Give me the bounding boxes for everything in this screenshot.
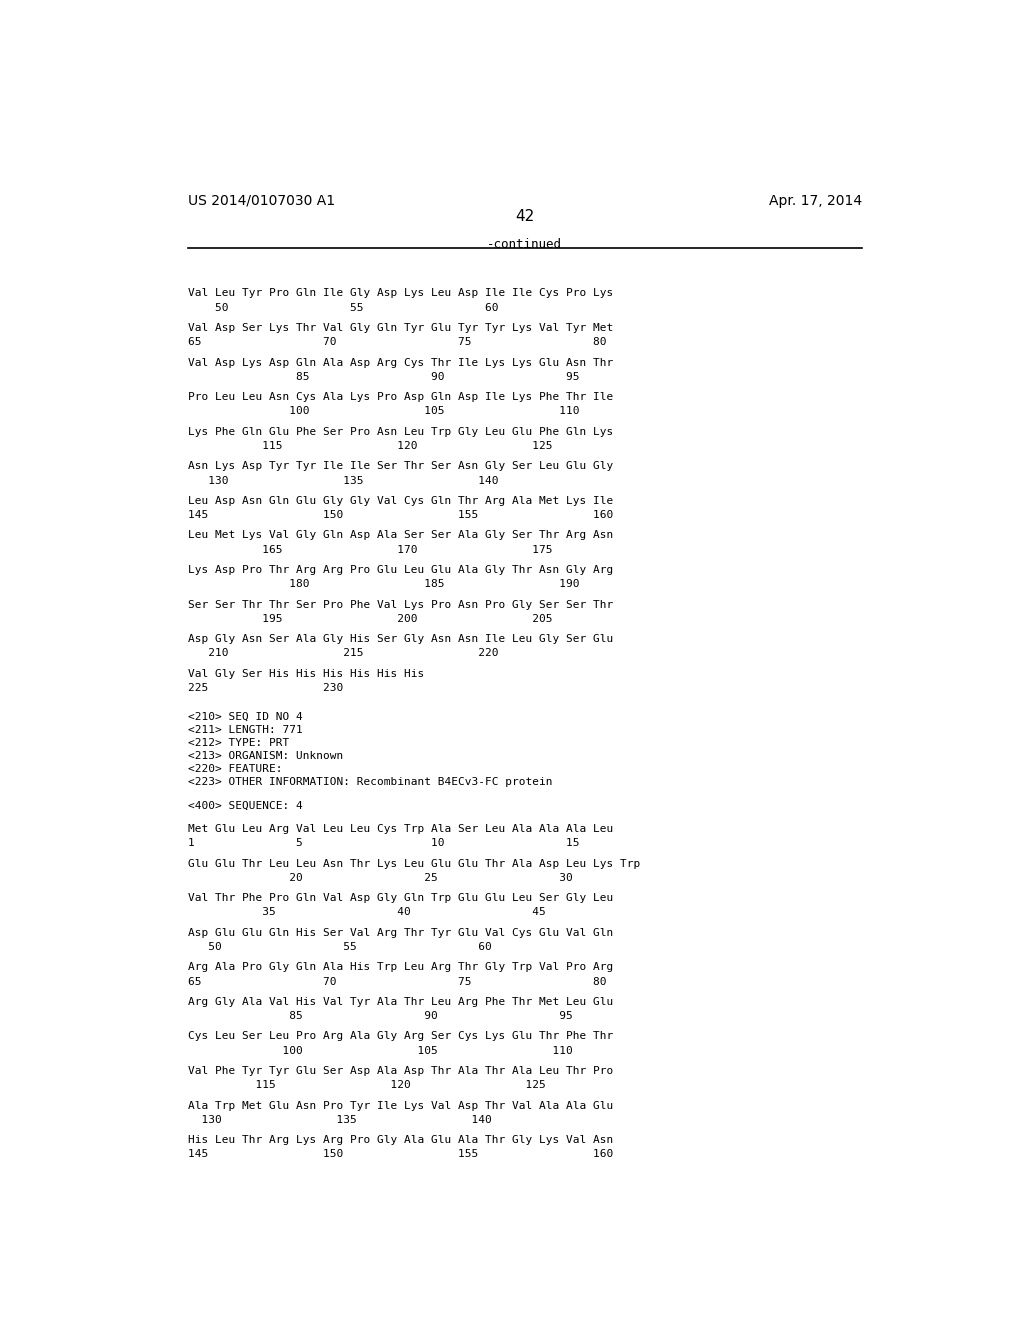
Text: Apr. 17, 2014: Apr. 17, 2014 (769, 194, 862, 209)
Text: Ser Ser Thr Thr Ser Pro Phe Val Lys Pro Asn Pro Gly Ser Ser Thr: Ser Ser Thr Thr Ser Pro Phe Val Lys Pro … (187, 599, 612, 610)
Text: <212> TYPE: PRT: <212> TYPE: PRT (187, 738, 289, 747)
Text: Val Leu Tyr Pro Gln Ile Gly Asp Lys Leu Asp Ile Ile Cys Pro Lys: Val Leu Tyr Pro Gln Ile Gly Asp Lys Leu … (187, 289, 612, 298)
Text: Pro Leu Leu Asn Cys Ala Lys Pro Asp Gln Asp Ile Lys Phe Thr Ile: Pro Leu Leu Asn Cys Ala Lys Pro Asp Gln … (187, 392, 612, 403)
Text: 65                  70                  75                  80: 65 70 75 80 (187, 338, 606, 347)
Text: 42: 42 (515, 210, 535, 224)
Text: 100                 105                 110: 100 105 110 (187, 1045, 572, 1056)
Text: Val Thr Phe Pro Gln Val Asp Gly Gln Trp Glu Glu Leu Ser Gly Leu: Val Thr Phe Pro Gln Val Asp Gly Gln Trp … (187, 894, 612, 903)
Text: Asp Glu Glu Gln His Ser Val Arg Thr Tyr Glu Val Cys Glu Val Gln: Asp Glu Glu Gln His Ser Val Arg Thr Tyr … (187, 928, 612, 937)
Text: Glu Glu Thr Leu Leu Asn Thr Lys Leu Glu Glu Thr Ala Asp Leu Lys Trp: Glu Glu Thr Leu Leu Asn Thr Lys Leu Glu … (187, 859, 640, 869)
Text: Val Asp Ser Lys Thr Val Gly Gln Tyr Glu Tyr Tyr Lys Val Tyr Met: Val Asp Ser Lys Thr Val Gly Gln Tyr Glu … (187, 323, 612, 333)
Text: Lys Asp Pro Thr Arg Arg Pro Glu Leu Glu Ala Gly Thr Asn Gly Arg: Lys Asp Pro Thr Arg Arg Pro Glu Leu Glu … (187, 565, 612, 576)
Text: 35                  40                  45: 35 40 45 (187, 907, 545, 917)
Text: <211> LENGTH: 771: <211> LENGTH: 771 (187, 725, 302, 734)
Text: Met Glu Leu Arg Val Leu Leu Cys Trp Ala Ser Leu Ala Ala Ala Leu: Met Glu Leu Arg Val Leu Leu Cys Trp Ala … (187, 824, 612, 834)
Text: 130                 135                 140: 130 135 140 (187, 475, 498, 486)
Text: 115                 120                 125: 115 120 125 (187, 441, 552, 451)
Text: <400> SEQUENCE: 4: <400> SEQUENCE: 4 (187, 801, 302, 810)
Text: 225                 230: 225 230 (187, 682, 343, 693)
Text: 180                 185                 190: 180 185 190 (187, 579, 579, 589)
Text: <220> FEATURE:: <220> FEATURE: (187, 764, 282, 774)
Text: <210> SEQ ID NO 4: <210> SEQ ID NO 4 (187, 711, 302, 721)
Text: 85                  90                  95: 85 90 95 (187, 1011, 572, 1022)
Text: 195                 200                 205: 195 200 205 (187, 614, 552, 624)
Text: Lys Phe Gln Glu Phe Ser Pro Asn Leu Trp Gly Leu Glu Phe Gln Lys: Lys Phe Gln Glu Phe Ser Pro Asn Leu Trp … (187, 426, 612, 437)
Text: 115                 120                 125: 115 120 125 (187, 1080, 545, 1090)
Text: Val Asp Lys Asp Gln Ala Asp Arg Cys Thr Ile Lys Lys Glu Asn Thr: Val Asp Lys Asp Gln Ala Asp Arg Cys Thr … (187, 358, 612, 367)
Text: 210                 215                 220: 210 215 220 (187, 648, 498, 659)
Text: 145                 150                 155                 160: 145 150 155 160 (187, 510, 612, 520)
Text: 165                 170                 175: 165 170 175 (187, 545, 552, 554)
Text: Leu Met Lys Val Gly Gln Asp Ala Ser Ser Ala Gly Ser Thr Arg Asn: Leu Met Lys Val Gly Gln Asp Ala Ser Ser … (187, 531, 612, 540)
Text: Arg Ala Pro Gly Gln Ala His Trp Leu Arg Thr Gly Trp Val Pro Arg: Arg Ala Pro Gly Gln Ala His Trp Leu Arg … (187, 962, 612, 973)
Text: Val Gly Ser His His His His His His: Val Gly Ser His His His His His His (187, 669, 424, 678)
Text: 145                 150                 155                 160: 145 150 155 160 (187, 1150, 612, 1159)
Text: 20                  25                  30: 20 25 30 (187, 873, 572, 883)
Text: Val Phe Tyr Tyr Glu Ser Asp Ala Asp Thr Ala Thr Ala Leu Thr Pro: Val Phe Tyr Tyr Glu Ser Asp Ala Asp Thr … (187, 1067, 612, 1076)
Text: Arg Gly Ala Val His Val Tyr Ala Thr Leu Arg Phe Thr Met Leu Glu: Arg Gly Ala Val His Val Tyr Ala Thr Leu … (187, 997, 612, 1007)
Text: Asn Lys Asp Tyr Tyr Ile Ile Ser Thr Ser Asn Gly Ser Leu Glu Gly: Asn Lys Asp Tyr Tyr Ile Ile Ser Thr Ser … (187, 461, 612, 471)
Text: 1               5                   10                  15: 1 5 10 15 (187, 838, 579, 849)
Text: Asp Gly Asn Ser Ala Gly His Ser Gly Asn Asn Ile Leu Gly Ser Glu: Asp Gly Asn Ser Ala Gly His Ser Gly Asn … (187, 634, 612, 644)
Text: Leu Asp Asn Gln Glu Gly Gly Val Cys Gln Thr Arg Ala Met Lys Ile: Leu Asp Asn Gln Glu Gly Gly Val Cys Gln … (187, 496, 612, 506)
Text: <223> OTHER INFORMATION: Recombinant B4ECv3-FC protein: <223> OTHER INFORMATION: Recombinant B4E… (187, 777, 552, 788)
Text: 85                  90                  95: 85 90 95 (187, 372, 579, 381)
Text: US 2014/0107030 A1: US 2014/0107030 A1 (187, 194, 335, 209)
Text: Cys Leu Ser Leu Pro Arg Ala Gly Arg Ser Cys Lys Glu Thr Phe Thr: Cys Leu Ser Leu Pro Arg Ala Gly Arg Ser … (187, 1031, 612, 1041)
Text: 50                  55                  60: 50 55 60 (187, 302, 498, 313)
Text: 65                  70                  75                  80: 65 70 75 80 (187, 977, 606, 986)
Text: Ala Trp Met Glu Asn Pro Tyr Ile Lys Val Asp Thr Val Ala Ala Glu: Ala Trp Met Glu Asn Pro Tyr Ile Lys Val … (187, 1101, 612, 1110)
Text: -continued: -continued (487, 238, 562, 251)
Text: 130                 135                 140: 130 135 140 (187, 1115, 492, 1125)
Text: 50                  55                  60: 50 55 60 (187, 942, 492, 952)
Text: His Leu Thr Arg Lys Arg Pro Gly Ala Glu Ala Thr Gly Lys Val Asn: His Leu Thr Arg Lys Arg Pro Gly Ala Glu … (187, 1135, 612, 1146)
Text: <213> ORGANISM: Unknown: <213> ORGANISM: Unknown (187, 751, 343, 760)
Text: 100                 105                 110: 100 105 110 (187, 407, 579, 416)
